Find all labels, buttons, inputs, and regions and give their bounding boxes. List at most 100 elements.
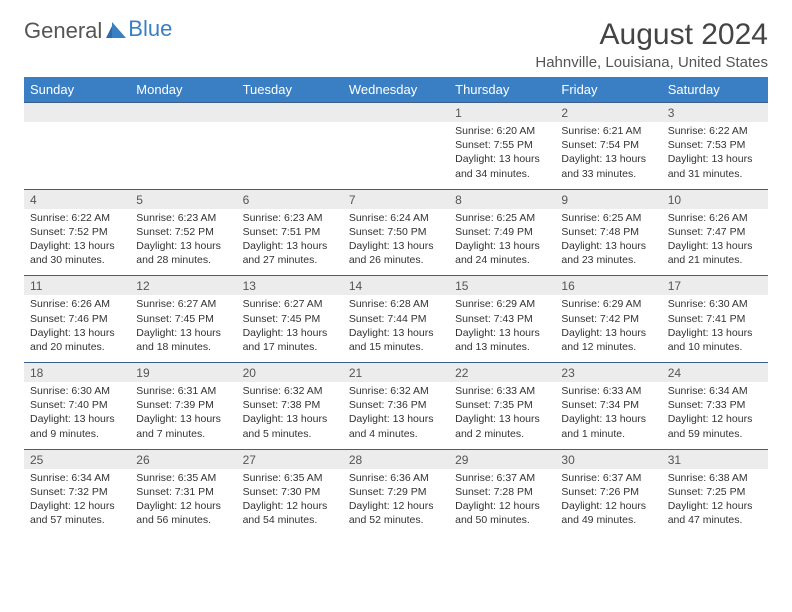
daylight-text: Daylight: 13 hours (561, 152, 655, 166)
sunrise-text: Sunrise: 6:36 AM (349, 471, 443, 485)
sunset-text: Sunset: 7:32 PM (30, 485, 124, 499)
sunset-text: Sunset: 7:39 PM (136, 398, 230, 412)
sunrise-text: Sunrise: 6:34 AM (30, 471, 124, 485)
daylight-text: Daylight: 12 hours (668, 499, 762, 513)
day-cell: Sunrise: 6:30 AMSunset: 7:41 PMDaylight:… (662, 295, 768, 362)
day-number: 6 (237, 189, 343, 209)
weekday-header: Wednesday (343, 77, 449, 103)
day-cell: Sunrise: 6:30 AMSunset: 7:40 PMDaylight:… (24, 382, 130, 449)
day-number: 26 (130, 449, 236, 469)
daylight-text: and 57 minutes. (30, 513, 124, 527)
day-number (130, 103, 236, 123)
daylight-text: Daylight: 13 hours (136, 326, 230, 340)
weekday-header-row: Sunday Monday Tuesday Wednesday Thursday… (24, 77, 768, 103)
sunrise-text: Sunrise: 6:33 AM (455, 384, 549, 398)
day-number: 16 (555, 276, 661, 296)
daylight-text: Daylight: 13 hours (455, 152, 549, 166)
day-number: 2 (555, 103, 661, 123)
sunrise-text: Sunrise: 6:30 AM (30, 384, 124, 398)
sunrise-text: Sunrise: 6:32 AM (243, 384, 337, 398)
daylight-text: Daylight: 12 hours (561, 499, 655, 513)
daylight-text: Daylight: 13 hours (30, 326, 124, 340)
day-number: 15 (449, 276, 555, 296)
sunset-text: Sunset: 7:42 PM (561, 312, 655, 326)
daylight-text: Daylight: 13 hours (243, 239, 337, 253)
weekday-header: Thursday (449, 77, 555, 103)
sunset-text: Sunset: 7:31 PM (136, 485, 230, 499)
day-cell: Sunrise: 6:33 AMSunset: 7:35 PMDaylight:… (449, 382, 555, 449)
day-number-row: 123 (24, 103, 768, 123)
daylight-text: and 47 minutes. (668, 513, 762, 527)
sunrise-text: Sunrise: 6:35 AM (136, 471, 230, 485)
sunrise-text: Sunrise: 6:29 AM (561, 297, 655, 311)
daylight-text: and 17 minutes. (243, 340, 337, 354)
daylight-text: and 20 minutes. (30, 340, 124, 354)
daylight-text: Daylight: 13 hours (30, 412, 124, 426)
day-number: 21 (343, 363, 449, 383)
logo-text-2: Blue (128, 16, 172, 42)
sunrise-text: Sunrise: 6:29 AM (455, 297, 549, 311)
sunrise-text: Sunrise: 6:26 AM (668, 211, 762, 225)
sunset-text: Sunset: 7:38 PM (243, 398, 337, 412)
day-cell: Sunrise: 6:22 AMSunset: 7:53 PMDaylight:… (662, 122, 768, 189)
sunrise-text: Sunrise: 6:35 AM (243, 471, 337, 485)
day-cell (343, 122, 449, 189)
sunset-text: Sunset: 7:54 PM (561, 138, 655, 152)
day-number: 18 (24, 363, 130, 383)
day-cell: Sunrise: 6:27 AMSunset: 7:45 PMDaylight:… (130, 295, 236, 362)
sunset-text: Sunset: 7:45 PM (243, 312, 337, 326)
sunrise-text: Sunrise: 6:32 AM (349, 384, 443, 398)
sunset-text: Sunset: 7:51 PM (243, 225, 337, 239)
day-cell: Sunrise: 6:36 AMSunset: 7:29 PMDaylight:… (343, 469, 449, 536)
daylight-text: Daylight: 13 hours (243, 412, 337, 426)
daylight-text: and 12 minutes. (561, 340, 655, 354)
daylight-text: Daylight: 12 hours (668, 412, 762, 426)
sunset-text: Sunset: 7:41 PM (668, 312, 762, 326)
day-number: 14 (343, 276, 449, 296)
day-cell: Sunrise: 6:28 AMSunset: 7:44 PMDaylight:… (343, 295, 449, 362)
day-cell: Sunrise: 6:37 AMSunset: 7:28 PMDaylight:… (449, 469, 555, 536)
daylight-text: Daylight: 13 hours (455, 239, 549, 253)
day-info-row: Sunrise: 6:30 AMSunset: 7:40 PMDaylight:… (24, 382, 768, 449)
daylight-text: and 26 minutes. (349, 253, 443, 267)
weekday-header: Tuesday (237, 77, 343, 103)
day-number: 30 (555, 449, 661, 469)
daylight-text: and 18 minutes. (136, 340, 230, 354)
daylight-text: and 4 minutes. (349, 427, 443, 441)
day-cell: Sunrise: 6:34 AMSunset: 7:32 PMDaylight:… (24, 469, 130, 536)
daylight-text: Daylight: 12 hours (30, 499, 124, 513)
sunrise-text: Sunrise: 6:34 AM (668, 384, 762, 398)
sunrise-text: Sunrise: 6:25 AM (561, 211, 655, 225)
sunset-text: Sunset: 7:33 PM (668, 398, 762, 412)
sunset-text: Sunset: 7:40 PM (30, 398, 124, 412)
weekday-header: Friday (555, 77, 661, 103)
day-cell: Sunrise: 6:21 AMSunset: 7:54 PMDaylight:… (555, 122, 661, 189)
sunrise-text: Sunrise: 6:25 AM (455, 211, 549, 225)
day-number: 17 (662, 276, 768, 296)
day-cell: Sunrise: 6:38 AMSunset: 7:25 PMDaylight:… (662, 469, 768, 536)
location-text: Hahnville, Louisiana, United States (535, 54, 768, 71)
day-cell: Sunrise: 6:37 AMSunset: 7:26 PMDaylight:… (555, 469, 661, 536)
day-cell (130, 122, 236, 189)
daylight-text: Daylight: 13 hours (136, 239, 230, 253)
day-number-row: 45678910 (24, 189, 768, 209)
day-number: 13 (237, 276, 343, 296)
daylight-text: and 34 minutes. (455, 167, 549, 181)
day-cell: Sunrise: 6:20 AMSunset: 7:55 PMDaylight:… (449, 122, 555, 189)
day-number: 1 (449, 103, 555, 123)
day-cell: Sunrise: 6:35 AMSunset: 7:30 PMDaylight:… (237, 469, 343, 536)
day-cell: Sunrise: 6:22 AMSunset: 7:52 PMDaylight:… (24, 209, 130, 276)
day-cell: Sunrise: 6:34 AMSunset: 7:33 PMDaylight:… (662, 382, 768, 449)
day-number: 24 (662, 363, 768, 383)
day-info-row: Sunrise: 6:26 AMSunset: 7:46 PMDaylight:… (24, 295, 768, 362)
day-number: 11 (24, 276, 130, 296)
day-number: 31 (662, 449, 768, 469)
weekday-header: Saturday (662, 77, 768, 103)
day-cell: Sunrise: 6:35 AMSunset: 7:31 PMDaylight:… (130, 469, 236, 536)
day-cell: Sunrise: 6:23 AMSunset: 7:51 PMDaylight:… (237, 209, 343, 276)
sunrise-text: Sunrise: 6:38 AM (668, 471, 762, 485)
day-number: 12 (130, 276, 236, 296)
daylight-text: Daylight: 12 hours (136, 499, 230, 513)
sunset-text: Sunset: 7:26 PM (561, 485, 655, 499)
day-cell: Sunrise: 6:32 AMSunset: 7:38 PMDaylight:… (237, 382, 343, 449)
